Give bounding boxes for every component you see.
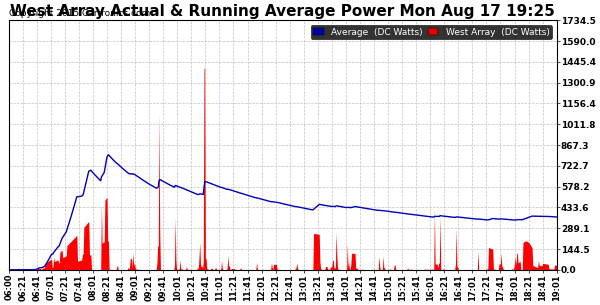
Title: West Array Actual & Running Average Power Mon Aug 17 19:25: West Array Actual & Running Average Powe… <box>10 4 555 19</box>
Legend: Average  (DC Watts), West Array  (DC Watts): Average (DC Watts), West Array (DC Watts… <box>311 25 552 39</box>
Text: Copyright 2015 Cartronics.com: Copyright 2015 Cartronics.com <box>8 9 150 18</box>
